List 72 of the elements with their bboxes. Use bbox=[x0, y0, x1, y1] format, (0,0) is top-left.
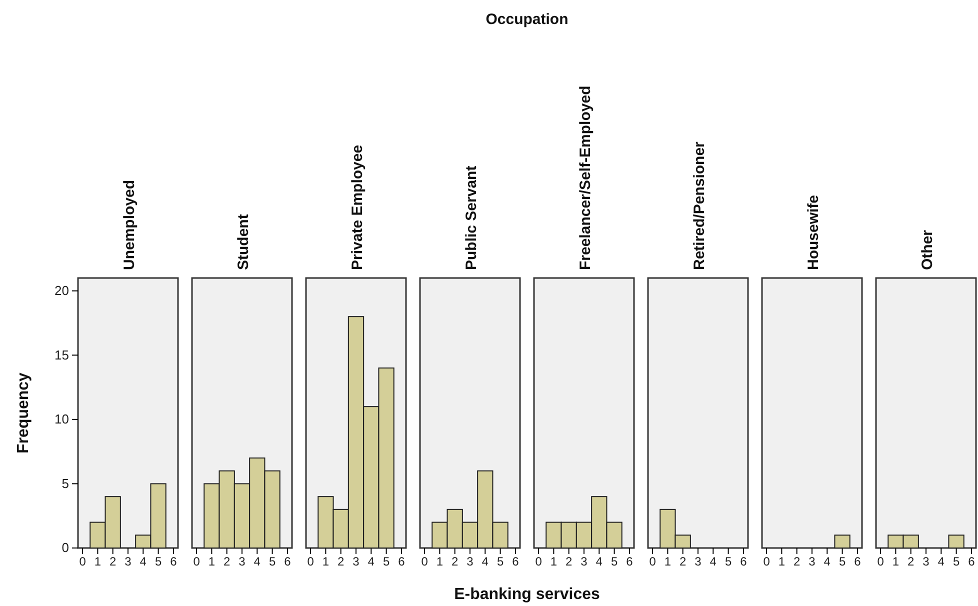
x-tick-label: 6 bbox=[398, 554, 406, 569]
x-tick-label: 5 bbox=[496, 554, 504, 569]
x-tick-label: 3 bbox=[808, 554, 816, 569]
x-tick-label: 6 bbox=[284, 554, 292, 569]
text: Occupation bbox=[486, 11, 568, 28]
chart-title: Other bbox=[919, 230, 936, 270]
y-tick-label: 5 bbox=[62, 476, 69, 491]
x-tick-label: 6 bbox=[512, 554, 520, 569]
x-tick-label: 4 bbox=[254, 554, 261, 569]
x-tick-label: 0 bbox=[421, 554, 428, 569]
x-tick-label: 6 bbox=[170, 554, 178, 569]
x-tick-label: 4 bbox=[482, 554, 489, 569]
x-tick-label: 4 bbox=[140, 554, 147, 569]
x-tick-label: 6 bbox=[740, 554, 748, 569]
x-tick-label: 1 bbox=[208, 554, 216, 569]
x-tick-label: 0 bbox=[79, 554, 86, 569]
x-tick-label: 1 bbox=[550, 554, 558, 569]
x-tick-label: 6 bbox=[968, 554, 976, 569]
x-tick-label: 3 bbox=[124, 554, 132, 569]
x-tick-label: 4 bbox=[824, 554, 831, 569]
x-tick-label: 5 bbox=[154, 554, 162, 569]
x-tick-label: 3 bbox=[694, 554, 702, 569]
y-tick-label: 20 bbox=[54, 283, 69, 298]
chart-title: Housewife bbox=[805, 194, 822, 270]
x-tick-label: 2 bbox=[452, 554, 459, 569]
x-tick-label: 2 bbox=[566, 554, 573, 569]
x-tick-label: 2 bbox=[338, 554, 345, 569]
x-tick-label: 2 bbox=[908, 554, 915, 569]
chart-title: Unemployed bbox=[121, 180, 138, 270]
x-tick-label: 0 bbox=[763, 554, 770, 569]
x-tick-label: 1 bbox=[436, 554, 444, 569]
x-tick-label: 3 bbox=[922, 554, 930, 569]
x-tick-label: 2 bbox=[680, 554, 687, 569]
x-tick-label: 5 bbox=[268, 554, 276, 569]
x-tick-label: 4 bbox=[596, 554, 603, 569]
x-tick-label: 5 bbox=[382, 554, 390, 569]
y-axis-title: Frequency bbox=[15, 372, 32, 454]
x-tick-label: 0 bbox=[649, 554, 656, 569]
x-tick-label: 6 bbox=[854, 554, 862, 569]
y-tick-label: 15 bbox=[54, 347, 69, 362]
x-tick-label: 4 bbox=[368, 554, 375, 569]
x-tick-label: 1 bbox=[664, 554, 672, 569]
chart-title: Retired/Pensioner bbox=[691, 141, 708, 270]
x-tick-label: 3 bbox=[466, 554, 474, 569]
x-tick-label: 2 bbox=[224, 554, 231, 569]
x-tick-label: 0 bbox=[193, 554, 200, 569]
x-tick-label: 1 bbox=[322, 554, 330, 569]
chart-title: Freelancer/Self-Employed bbox=[577, 86, 594, 270]
x-tick-label: 5 bbox=[838, 554, 846, 569]
x-tick-label: 4 bbox=[938, 554, 945, 569]
chart-title: Student bbox=[235, 214, 252, 270]
text: E-banking services bbox=[454, 586, 600, 603]
x-tick-label: 1 bbox=[892, 554, 900, 569]
x-tick-label: 4 bbox=[710, 554, 717, 569]
x-tick-label: 0 bbox=[535, 554, 542, 569]
x-tick-label: 1 bbox=[778, 554, 786, 569]
x-tick-label: 3 bbox=[580, 554, 588, 569]
x-tick-label: 0 bbox=[307, 554, 314, 569]
chart-title: Private Employee bbox=[349, 144, 366, 270]
y-tick-label: 10 bbox=[54, 412, 69, 427]
x-tick-label: 5 bbox=[952, 554, 960, 569]
y-tick-label: 0 bbox=[62, 540, 69, 556]
x-tick-label: 5 bbox=[610, 554, 618, 569]
x-tick-label: 5 bbox=[724, 554, 732, 569]
chart-title: Public Servant bbox=[463, 166, 480, 270]
x-tick-label: 6 bbox=[626, 554, 634, 569]
x-tick-label: 2 bbox=[794, 554, 801, 569]
x-tick-label: 0 bbox=[877, 554, 884, 569]
x-tick-label: 1 bbox=[94, 554, 102, 569]
x-tick-label: 2 bbox=[110, 554, 117, 569]
x-tick-label: 3 bbox=[352, 554, 360, 569]
x-tick-label: 3 bbox=[238, 554, 246, 569]
